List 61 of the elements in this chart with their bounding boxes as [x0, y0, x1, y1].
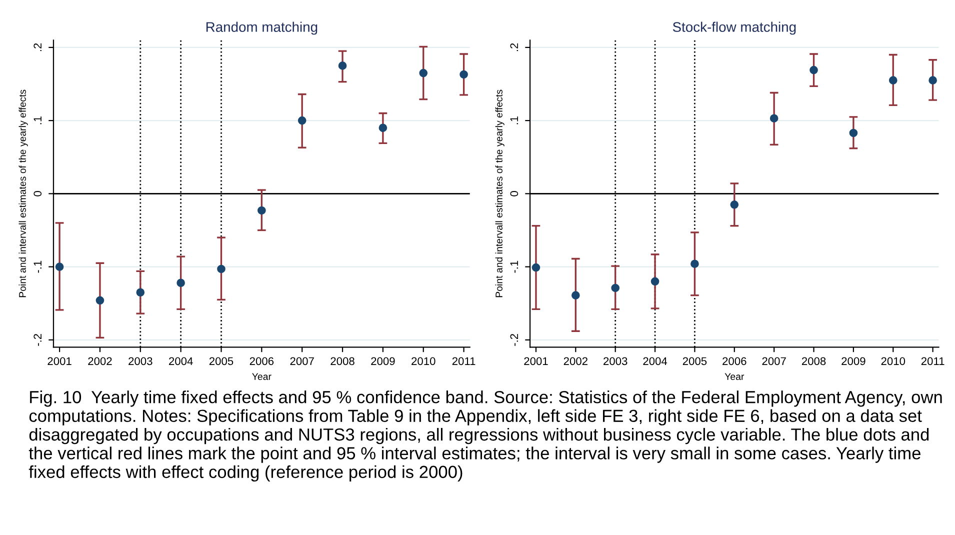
- x-tick-label: 2008: [330, 357, 354, 366]
- point: [298, 116, 306, 125]
- chart-title: Stock-flow matching: [672, 22, 796, 35]
- y-tick-label: 0: [510, 191, 518, 196]
- x-tick-label: 2002: [564, 357, 588, 366]
- point: [55, 262, 64, 271]
- point: [532, 263, 540, 272]
- y-tick-label: -.2: [34, 334, 42, 346]
- x-tick-label: 2007: [290, 357, 314, 366]
- point: [96, 296, 104, 305]
- point: [136, 288, 145, 297]
- x-tick-label: 2011: [452, 357, 476, 366]
- point: [770, 114, 778, 123]
- x-tick-label: 2005: [209, 357, 234, 366]
- point: [338, 62, 347, 70]
- y-tick-label: .2: [510, 43, 518, 52]
- x-tick-label: 2006: [250, 357, 274, 366]
- point: [611, 284, 620, 292]
- y-tick-label: .1: [34, 116, 42, 124]
- x-tick-label: 2010: [412, 357, 436, 366]
- point: [419, 68, 428, 78]
- x-axis-title: Year: [252, 373, 272, 380]
- x-tick-label: 2011: [921, 357, 944, 366]
- chart-title: Random matching: [206, 22, 318, 35]
- x-tick-label: 2004: [643, 357, 668, 366]
- x-tick-label: 2007: [762, 357, 786, 366]
- point: [460, 70, 468, 79]
- y-tick-label: .1: [510, 116, 518, 124]
- point: [650, 277, 660, 286]
- y-tick-label: -.2: [510, 334, 518, 346]
- y-tick-label: 0: [34, 191, 42, 196]
- y-tick-label: .2: [34, 43, 42, 52]
- caption: Fig. 10 Yearly time fixed effects and 95 % confidence band. Source: Statistics of the Federal Employment Agency, own computations. Notes: Specifications from Table 9 in the Appendix, left side FE 3, right side FE 6, based on a data set disaggregated by occupations and NUTS3 regions, all regressions without business cycle variable. The blue dots and the vertical red lines mark the point and 95 % interval estimates; the interval is very small in some cases. Yearly time fixed effects with effect coding (reference period is 2000): [28, 390, 942, 482]
- point: [730, 200, 739, 209]
- x-tick-label: 2004: [169, 357, 193, 366]
- x-tick-label: 2009: [371, 357, 395, 366]
- x-tick-label: 2005: [682, 357, 707, 366]
- point: [888, 76, 898, 85]
- y-axis-title: Point and intervall estimates of the yearly effects: [18, 90, 28, 298]
- point: [571, 291, 580, 300]
- point: [258, 206, 266, 215]
- x-tick-label: 2002: [88, 357, 112, 366]
- point: [217, 264, 226, 274]
- y-tick-label: -.1: [510, 260, 518, 273]
- point: [690, 260, 699, 268]
- y-tick-label: -.1: [34, 260, 42, 273]
- x-axis-title: Year: [724, 373, 744, 380]
- point: [849, 128, 858, 138]
- x-tick-label: 2003: [128, 357, 152, 366]
- x-tick-label: 2010: [881, 357, 906, 366]
- x-tick-label: 2008: [802, 357, 826, 366]
- x-tick-label: 2003: [604, 357, 628, 366]
- point: [176, 278, 185, 288]
- x-tick-label: 2001: [48, 357, 72, 366]
- point: [928, 76, 937, 85]
- point: [378, 124, 388, 132]
- y-axis-title: Point and intervall estimates of the yearly effects: [495, 90, 504, 298]
- x-tick-label: 2009: [842, 357, 866, 366]
- point: [810, 66, 818, 74]
- x-tick-label: 2006: [722, 357, 746, 366]
- x-tick-label: 2001: [524, 357, 548, 366]
